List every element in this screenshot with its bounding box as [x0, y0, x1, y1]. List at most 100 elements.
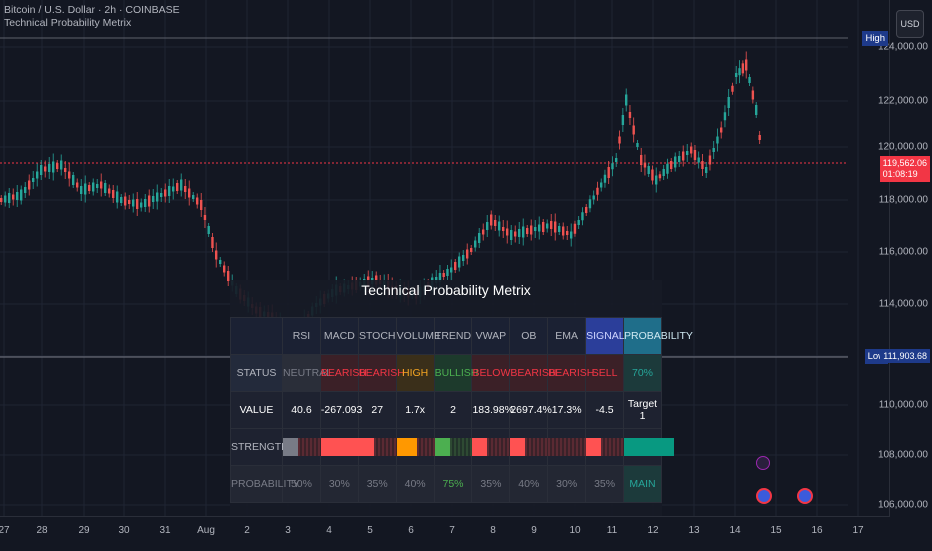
col-header-signal: SIGNAL — [585, 317, 625, 355]
symbol-title[interactable]: Bitcoin / U.S. Dollar · 2h · COINBASE — [4, 4, 180, 16]
price-tick: 122,000.00 — [877, 95, 928, 107]
value-cell: 1.7x — [395, 391, 435, 429]
strength-bar — [548, 438, 599, 456]
strength-bar — [320, 438, 371, 456]
time-tick: 15 — [770, 525, 782, 536]
probability-cell: 30% — [547, 465, 587, 503]
value-cell: -267.093 — [319, 391, 362, 429]
value-row: VALUE 40.6 -267.093 27 1.7x 2 183.98% 26… — [230, 391, 662, 429]
price-tick: 116,000.00 — [878, 246, 928, 258]
corner-cell — [230, 317, 283, 355]
strength-cell — [282, 428, 333, 466]
status-row: STATUS NEUTRAL BEARISH BEARISH HIGH BULL… — [230, 354, 662, 392]
time-tick: 12 — [647, 525, 659, 536]
price-tick: 110,000.00 — [878, 399, 928, 411]
col-header-macd: MACD — [319, 317, 359, 355]
col-header-rsi: RSI — [282, 317, 321, 355]
time-tick: 4 — [326, 525, 332, 536]
time-tick: 16 — [811, 525, 823, 536]
bar-countdown: 01:08:19 — [882, 169, 918, 179]
indicator-title[interactable]: Technical Probability Metrix — [4, 17, 132, 29]
low-value: 111,903.68 — [880, 349, 930, 363]
status-cell: 70% — [623, 354, 662, 392]
strength-cell — [509, 428, 561, 466]
row-label: VALUE — [230, 391, 283, 429]
status-cell: BELOW — [471, 354, 510, 392]
probability-cell: MAIN — [623, 465, 662, 503]
current-price-badge: 119,562.06 01:08:19 — [879, 156, 930, 182]
strength-cell — [395, 428, 447, 466]
time-axis[interactable]: 27 28 29 30 31 Aug 2 3 4 5 6 7 8 9 10 11… — [0, 516, 890, 551]
time-tick: 2 — [244, 525, 250, 536]
status-cell: BEARISH — [357, 354, 405, 392]
price-tick: 124,000.00 — [877, 41, 928, 53]
pane-header: Bitcoin / U.S. Dollar · 2h · COINBASE Te… — [4, 4, 180, 30]
value-cell: -4.5 — [585, 391, 625, 429]
strength-bar — [624, 438, 675, 456]
status-cell: BULLISH — [433, 354, 478, 392]
price-tick: 120,000.00 — [877, 141, 928, 153]
time-tick: 6 — [408, 525, 414, 536]
strength-row: STRENGTH — [230, 428, 675, 466]
price-tick: 114,000.00 — [878, 298, 928, 310]
strength-cell — [433, 428, 485, 466]
price-axis[interactable]: USD 124,000.00 122,000.00 120,000.00 118… — [878, 0, 932, 516]
value-cell: 2 — [433, 391, 473, 429]
probability-cell: 35% — [585, 465, 625, 503]
col-header-vwap: VWAP — [471, 317, 511, 355]
price-tick: 118,000.00 — [878, 194, 928, 206]
time-tick: 17 — [852, 525, 864, 536]
time-tick: 9 — [531, 525, 537, 536]
time-tick: 28 — [36, 525, 48, 536]
probability-cell: 35% — [357, 465, 397, 503]
status-cell: NEUTRAL — [282, 354, 332, 392]
strength-cell — [319, 428, 371, 466]
col-header-ob: OB — [509, 317, 549, 355]
value-cell: 17.3% — [547, 391, 587, 429]
status-cell: SELL — [585, 354, 625, 392]
time-tick: 8 — [490, 525, 496, 536]
probability-cell: 35% — [471, 465, 511, 503]
us-flag-event-icon[interactable] — [756, 488, 772, 504]
matrix-table: RSI MACD STOCH VOLUME TREND VWAP OB EMA … — [230, 317, 693, 503]
time-tick: 3 — [285, 525, 291, 536]
col-header-trend: TREND — [433, 317, 473, 355]
price-tick: 106,000.00 — [877, 499, 928, 511]
strength-cell — [547, 428, 599, 466]
col-header-probability: PROBABILITY — [623, 317, 693, 355]
time-tick: 7 — [449, 525, 455, 536]
time-tick: 11 — [606, 525, 618, 536]
row-label: STRENGTH — [230, 428, 289, 466]
probability-matrix-panel: Technical Probability Metrix RSI MACD ST… — [230, 280, 693, 516]
time-tick: 14 — [729, 525, 741, 536]
time-tick: 30 — [118, 525, 130, 536]
us-flag-event-icon[interactable] — [797, 488, 813, 504]
high-label: High — [862, 31, 888, 46]
status-cell: HIGH — [395, 354, 435, 392]
probability-row: PROBABILITY 50% 30% 35% 40% 75% 35% 40% … — [230, 465, 662, 503]
currency-button[interactable]: USD — [896, 10, 924, 38]
value-cell: 27 — [357, 391, 397, 429]
probability-cell: 40% — [395, 465, 435, 503]
value-cell: 40.6 — [282, 391, 321, 429]
time-tick: 27 — [0, 525, 10, 536]
status-cell: BEARISH — [547, 354, 594, 392]
value-cell: Target 1 — [623, 391, 662, 429]
probability-cell: 75% — [433, 465, 473, 503]
probability-cell: 50% — [282, 465, 321, 503]
time-tick: 29 — [78, 525, 90, 536]
probability-cell: 30% — [319, 465, 359, 503]
col-header-ema: EMA — [547, 317, 587, 355]
probability-cell: 40% — [509, 465, 549, 503]
time-tick: 10 — [569, 525, 581, 536]
value-cell: 183.98% — [471, 391, 514, 429]
col-header-stoch: STOCH — [357, 317, 397, 355]
strength-cell — [357, 428, 409, 466]
strength-cell — [471, 428, 523, 466]
row-label: PROBABILITY — [230, 465, 300, 503]
time-tick: 31 — [159, 525, 171, 536]
value-cell: 2697.4% — [509, 391, 552, 429]
lightning-event-icon[interactable] — [756, 456, 770, 470]
col-header-volume: VOLUME — [395, 317, 441, 355]
status-cell: BEARISH — [319, 354, 367, 392]
